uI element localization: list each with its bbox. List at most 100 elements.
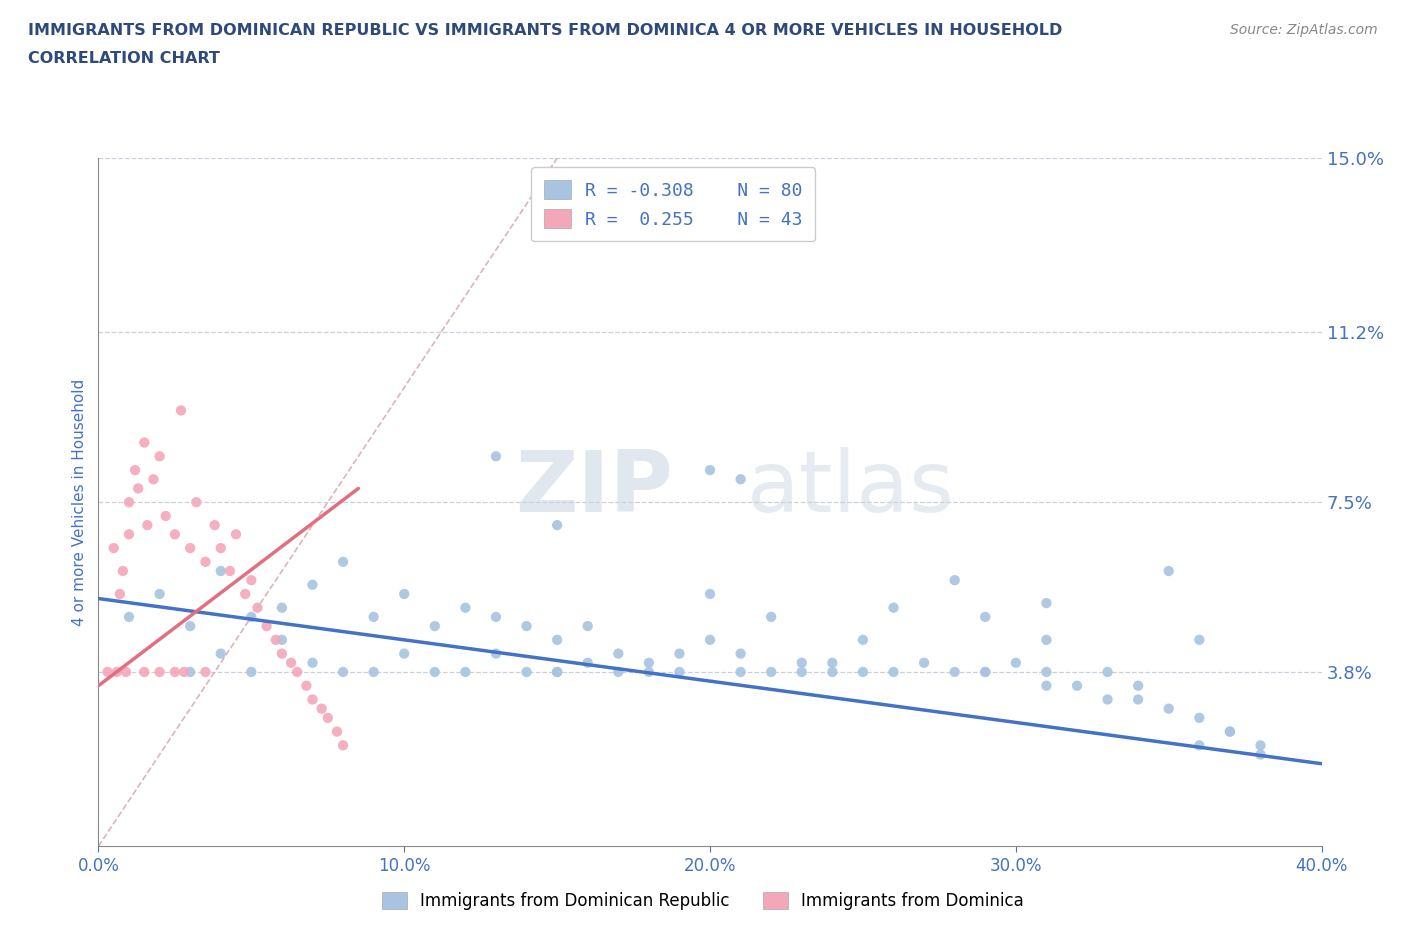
Point <box>179 665 201 680</box>
Point <box>111 564 134 578</box>
Point <box>668 665 690 680</box>
Point <box>1035 596 1057 611</box>
Point <box>270 632 292 647</box>
Point <box>105 665 128 680</box>
Point <box>270 600 292 615</box>
Point <box>194 554 217 569</box>
Point <box>311 701 333 716</box>
Point <box>149 449 172 464</box>
Point <box>103 540 125 555</box>
Point <box>108 587 131 602</box>
Point <box>115 665 138 680</box>
Point <box>233 587 256 602</box>
Point <box>170 403 193 418</box>
Point <box>285 665 308 680</box>
Point <box>134 435 156 450</box>
Point <box>1004 656 1026 671</box>
Point <box>454 600 477 615</box>
Point <box>332 737 354 752</box>
Point <box>179 540 201 555</box>
Point <box>730 646 752 661</box>
Point <box>256 618 278 633</box>
Point <box>173 665 195 680</box>
Point <box>155 509 177 524</box>
Point <box>485 449 508 464</box>
Legend: Immigrants from Dominican Republic, Immigrants from Dominica: Immigrants from Dominican Republic, Immi… <box>375 885 1031 917</box>
Point <box>219 564 242 578</box>
Point <box>1035 678 1057 693</box>
Point <box>124 462 146 477</box>
Point <box>118 495 141 510</box>
Point <box>423 665 446 680</box>
Point <box>546 518 568 533</box>
Point <box>546 632 568 647</box>
Point <box>852 632 875 647</box>
Point <box>179 618 201 633</box>
Point <box>280 656 302 671</box>
Point <box>699 587 721 602</box>
Point <box>516 665 538 680</box>
Legend: R = -0.308    N = 80, R =  0.255    N = 43: R = -0.308 N = 80, R = 0.255 N = 43 <box>531 167 815 241</box>
Point <box>240 609 263 624</box>
Point <box>225 527 247 542</box>
Point <box>326 724 349 739</box>
Point <box>607 646 630 661</box>
Point <box>1066 678 1088 693</box>
Point <box>134 665 156 680</box>
Point <box>546 665 568 680</box>
Point <box>974 665 997 680</box>
Text: Source: ZipAtlas.com: Source: ZipAtlas.com <box>1230 23 1378 37</box>
Point <box>204 518 226 533</box>
Point <box>209 646 232 661</box>
Point <box>730 665 752 680</box>
Point <box>1035 665 1057 680</box>
Point <box>790 656 813 671</box>
Point <box>1188 711 1211 725</box>
Point <box>332 554 354 569</box>
Point <box>118 609 141 624</box>
Point <box>943 665 966 680</box>
Point <box>699 632 721 647</box>
Point <box>576 656 599 671</box>
Point <box>392 587 416 602</box>
Point <box>790 665 813 680</box>
Point <box>149 587 172 602</box>
Point <box>943 573 966 588</box>
Point <box>546 665 568 680</box>
Point <box>1128 678 1150 693</box>
Point <box>392 646 416 661</box>
Point <box>637 656 661 671</box>
Point <box>668 646 690 661</box>
Point <box>516 618 538 633</box>
Point <box>1219 724 1241 739</box>
Point <box>301 692 323 707</box>
Point <box>974 665 997 680</box>
Point <box>186 495 208 510</box>
Point <box>1097 692 1119 707</box>
Point <box>136 518 159 533</box>
Point <box>295 678 318 693</box>
Point <box>821 656 844 671</box>
Text: ZIP: ZIP <box>516 447 673 530</box>
Point <box>423 618 446 633</box>
Point <box>1188 632 1211 647</box>
Point <box>607 665 630 680</box>
Point <box>163 527 186 542</box>
Text: IMMIGRANTS FROM DOMINICAN REPUBLIC VS IMMIGRANTS FROM DOMINICA 4 OR MORE VEHICLE: IMMIGRANTS FROM DOMINICAN REPUBLIC VS IM… <box>28 23 1063 38</box>
Point <box>637 665 661 680</box>
Point <box>576 618 599 633</box>
Point <box>209 564 232 578</box>
Point <box>730 472 752 486</box>
Point <box>363 609 385 624</box>
Point <box>1188 737 1211 752</box>
Text: atlas: atlas <box>747 447 955 530</box>
Point <box>316 711 339 725</box>
Point <box>852 665 875 680</box>
Point <box>1157 701 1180 716</box>
Point <box>485 646 508 661</box>
Point <box>270 646 292 661</box>
Y-axis label: 4 or more Vehicles in Household: 4 or more Vehicles in Household <box>72 379 87 626</box>
Point <box>332 665 354 680</box>
Point <box>97 665 120 680</box>
Point <box>118 527 141 542</box>
